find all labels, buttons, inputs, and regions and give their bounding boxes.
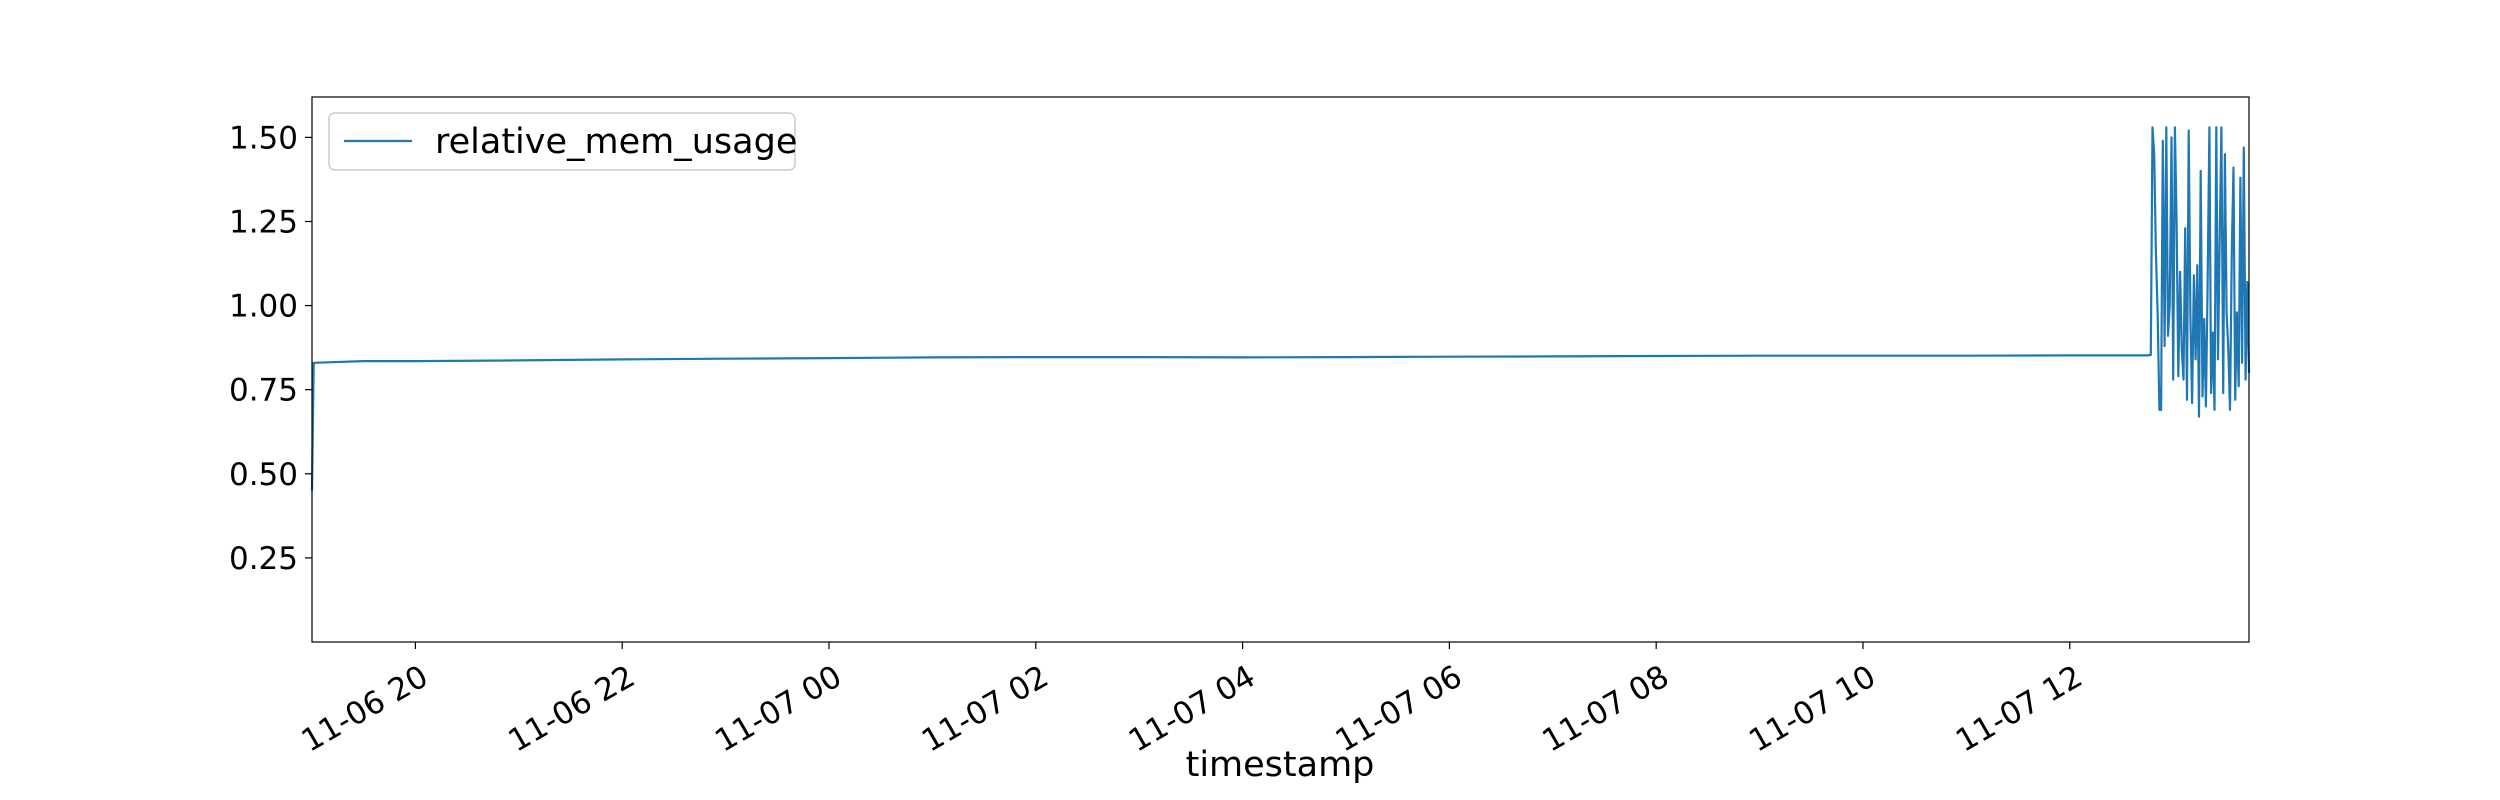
y-tick-label: 0.25 xyxy=(229,541,298,577)
y-tick-label: 1.25 xyxy=(229,204,298,240)
y-tick-label: 1.50 xyxy=(229,120,298,156)
plot-area xyxy=(312,97,2249,642)
x-tick-label: 11-06 20 xyxy=(296,659,435,760)
x-tick-label: 11-07 10 xyxy=(1743,659,1882,760)
y-tick-label: 1.00 xyxy=(229,289,298,325)
x-axis: 11-06 20 11-06 22 11-07 00 11-07 02 11-07 04… xyxy=(296,642,2089,759)
legend-label: relative_mem_usage xyxy=(435,122,797,162)
legend-frame xyxy=(328,112,796,171)
x-axis-title: timestamp xyxy=(1186,745,1375,785)
legend: relative_mem_usage xyxy=(328,112,797,171)
series-line-0 xyxy=(310,126,2251,491)
plot-frame xyxy=(311,96,2250,643)
x-tick-label: 11-07 08 xyxy=(1536,659,1675,760)
y-tick-label: 0.50 xyxy=(229,457,298,493)
x-tick-label: 11-07 00 xyxy=(709,659,848,760)
y-tick-label: 0.75 xyxy=(229,373,298,409)
x-tick-label: 11-07 12 xyxy=(1950,659,2089,760)
series-layer xyxy=(310,126,2251,491)
x-tick-label: 11-07 02 xyxy=(916,659,1055,760)
x-tick-label: 11-06 22 xyxy=(502,659,641,760)
y-axis: 0.25 0.50 0.75 1.00 1.25 1.50 xyxy=(229,120,312,577)
